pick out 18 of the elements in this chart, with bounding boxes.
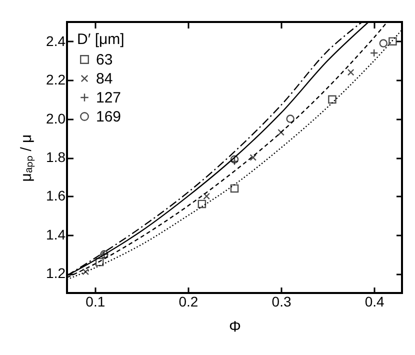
x-tick-label: 0.1 [86, 294, 106, 310]
x-tick-label: 0.3 [272, 294, 292, 310]
legend-label: 127 [96, 90, 122, 106]
legend-title: D′ [μm] [77, 31, 124, 48]
legend-label: 63 [96, 52, 113, 68]
y-tick-label: 1.6 [46, 188, 66, 204]
y-tick-label: 2.4 [46, 32, 66, 49]
legend-label: 169 [96, 108, 122, 126]
legend-label: 84 [96, 70, 113, 88]
y-tick-label: 1.4 [46, 226, 66, 242]
y-tick-label: 1.8 [46, 149, 66, 165]
x-tick-label: 0.2 [178, 294, 198, 310]
x-axis-title: Φ [229, 318, 242, 336]
y-tick-label: 1.2 [46, 265, 66, 282]
y-tick-label: 2.2 [46, 72, 66, 88]
x-tick-label: 0.4 [364, 294, 385, 310]
y-axis-title: μₐₚₚ / μ [18, 134, 36, 182]
y-tick-label: 2.0 [46, 110, 66, 126]
